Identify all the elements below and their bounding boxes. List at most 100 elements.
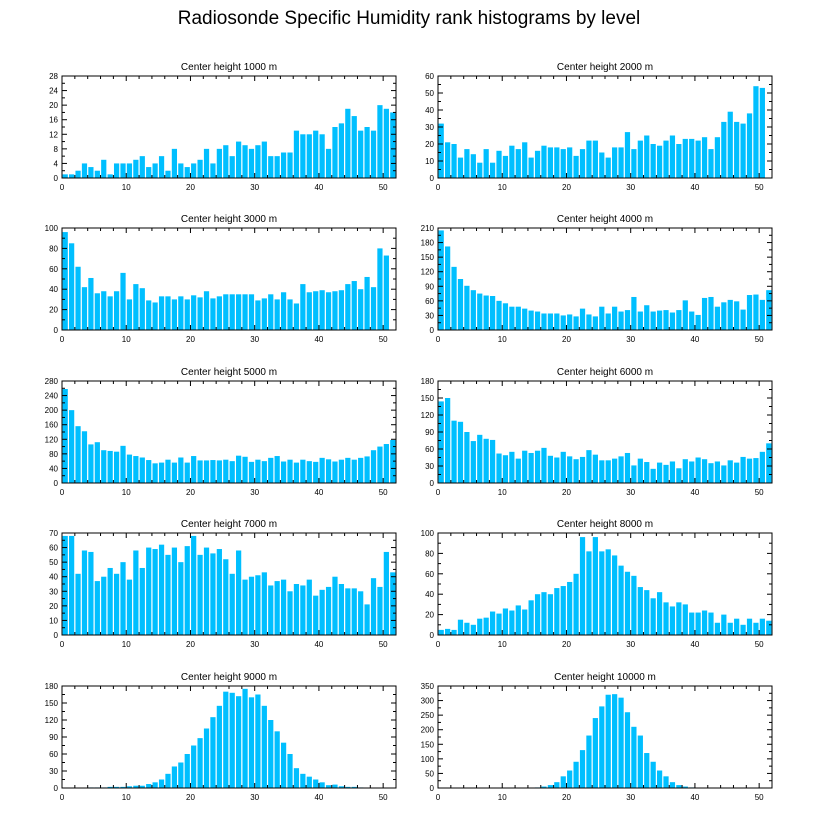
histogram-panel: Center height 7000 m 0 10 20 30 40 50 0 10 20 30 40… — [49, 519, 397, 649]
histogram-bar — [746, 295, 753, 330]
x-tick-label: 0 — [436, 793, 441, 802]
y-tick-label: 200 — [45, 406, 59, 415]
histogram-bar — [766, 443, 772, 483]
histogram-bar — [319, 457, 325, 483]
histogram-bar — [165, 459, 171, 483]
histogram-bar — [605, 694, 611, 788]
histogram-bar — [107, 786, 113, 788]
y-tick-label: 0 — [54, 326, 59, 335]
histogram-bar — [377, 105, 383, 178]
histogram-bar — [152, 782, 158, 788]
histogram-bar — [223, 559, 229, 635]
histogram-bar — [126, 299, 133, 330]
y-tick-label: 30 — [425, 123, 434, 132]
histogram-bar — [701, 459, 708, 483]
histogram-bar — [438, 629, 444, 635]
histogram-bar — [351, 281, 357, 330]
histogram-bar — [248, 148, 255, 178]
histogram-bar — [152, 549, 158, 635]
histogram-bar — [759, 299, 765, 330]
x-tick-label: 30 — [250, 640, 259, 649]
histogram-bar — [248, 576, 255, 635]
histogram-bar — [656, 310, 663, 330]
histogram-bar — [612, 694, 618, 788]
histogram-bar — [438, 123, 444, 178]
histogram-bar — [75, 573, 81, 635]
x-tick-label: 20 — [562, 335, 571, 344]
histogram-bar — [740, 309, 746, 330]
histogram-bar — [81, 287, 88, 330]
x-tick-label: 30 — [626, 335, 635, 344]
histogram-bar — [515, 149, 521, 178]
histogram-panel: Center height 1000 m 0 10 20 30 40 50 0 4 8 12 16 20… — [49, 62, 397, 192]
histogram-bar — [650, 144, 656, 178]
y-tick-label: 30 — [425, 462, 434, 471]
x-tick-label: 10 — [122, 488, 131, 497]
histogram-bar — [229, 573, 235, 635]
histogram-bar — [210, 163, 216, 178]
histogram-bar — [618, 147, 624, 178]
histogram-bar — [101, 450, 107, 483]
histogram-bar — [158, 156, 165, 178]
histogram-bar — [370, 578, 377, 635]
y-tick-label: 20 — [425, 611, 434, 620]
histogram-bar — [631, 296, 637, 330]
histogram-bar — [223, 294, 229, 330]
histogram-bar — [248, 461, 255, 483]
histogram-bar — [261, 141, 267, 178]
histogram-bar — [457, 157, 464, 178]
histogram-bar — [509, 610, 515, 635]
histogram-bar — [579, 537, 586, 635]
histogram-bar — [94, 442, 100, 483]
y-tick-label: 20 — [49, 101, 58, 110]
histogram-bar — [605, 549, 611, 635]
histogram-bar — [644, 462, 650, 483]
histogram-bar — [451, 420, 457, 483]
histogram-bar — [573, 316, 579, 330]
histogram-bar — [274, 731, 280, 788]
histogram-bar — [370, 450, 377, 483]
x-tick-label: 20 — [186, 640, 195, 649]
histogram-bar — [457, 421, 464, 483]
histogram-bar — [306, 292, 312, 330]
histogram-bar — [107, 174, 113, 178]
x-tick-label: 10 — [498, 640, 507, 649]
histogram-bar — [560, 315, 566, 330]
histogram-bar — [319, 589, 325, 635]
x-tick-label: 0 — [436, 335, 441, 344]
histogram-bar — [650, 468, 656, 483]
panel-title: Center height 6000 m — [557, 367, 653, 378]
y-tick-label: 280 — [45, 377, 59, 386]
histogram-bar — [451, 144, 457, 178]
histogram-bar — [650, 761, 656, 788]
histogram-bar — [451, 266, 457, 330]
histogram-bar — [573, 761, 579, 788]
histogram-bar — [734, 618, 740, 635]
histogram-bar — [75, 170, 81, 178]
histogram-bar — [528, 452, 534, 483]
x-tick-label: 10 — [122, 793, 131, 802]
y-tick-label: 180 — [421, 239, 435, 248]
histogram-panel: Center height 8000 m 0 10 20 30 40 50 0 20 40 60 80… — [421, 519, 773, 649]
histogram-bar — [502, 155, 509, 178]
histogram-bar — [126, 163, 133, 178]
histogram-bar — [708, 463, 714, 483]
histogram-bar — [734, 121, 740, 178]
histogram-bar — [191, 295, 197, 330]
histogram-bar — [612, 555, 618, 635]
histogram-bar — [624, 571, 631, 635]
y-tick-label: 80 — [425, 549, 434, 558]
y-tick-label: 120 — [421, 268, 435, 277]
histogram-bar — [184, 754, 190, 788]
x-tick-label: 50 — [379, 793, 388, 802]
y-tick-label: 0 — [54, 784, 59, 793]
x-tick-label: 40 — [314, 335, 323, 344]
histogram-bar — [515, 605, 521, 635]
histogram-bar — [746, 113, 753, 178]
histogram-bar — [351, 786, 357, 788]
histogram-bar — [631, 465, 637, 483]
histogram-bar — [560, 776, 566, 788]
histogram-bar — [502, 608, 509, 635]
histogram-bar — [146, 784, 152, 788]
histogram-bar — [62, 174, 68, 178]
